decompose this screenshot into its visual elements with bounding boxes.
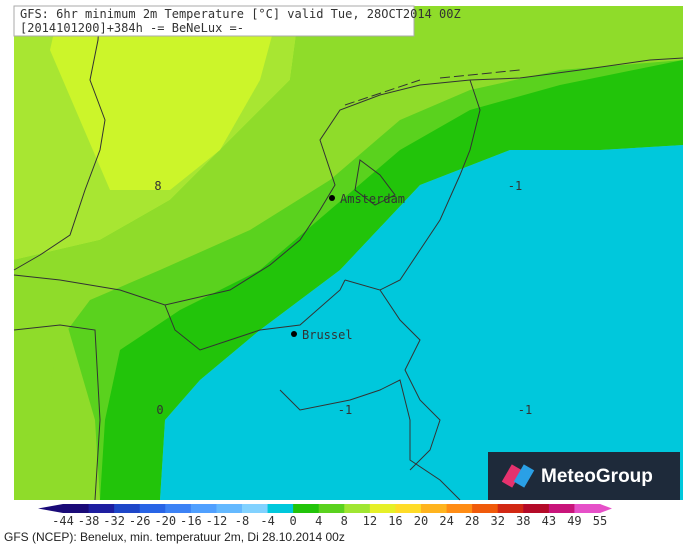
title: GFS: 6hr minimum 2m Temperature [°C] val…	[20, 7, 461, 21]
colorbar-label: 12	[363, 514, 377, 528]
colorbar-segment	[472, 504, 499, 513]
colorbar-segment	[369, 504, 396, 513]
colorbar-label: 0	[290, 514, 297, 528]
contour-label: -1	[338, 403, 352, 417]
colorbar-label: 49	[567, 514, 581, 528]
colorbar-label: 43	[542, 514, 556, 528]
border	[279, 379, 461, 501]
border	[379, 79, 481, 291]
colorbar-segment	[523, 504, 550, 513]
coastline	[13, 57, 684, 306]
contour-label: 0	[156, 403, 163, 417]
colorbar-segment	[344, 504, 371, 513]
colorbar-segment	[114, 504, 141, 513]
colorbar-label: -44	[52, 514, 74, 528]
colorbar-segment	[446, 504, 473, 513]
logo-icon	[513, 464, 535, 488]
logo-icon	[501, 464, 523, 488]
coastline	[13, 324, 101, 501]
colorbar-label: 55	[593, 514, 607, 528]
colorbar-label: -26	[129, 514, 151, 528]
colorbar-segment	[267, 504, 294, 513]
logo-text: MeteoGroup	[541, 466, 653, 487]
colorbar-end	[38, 504, 63, 513]
band-minus	[160, 145, 683, 500]
colorbar: -44 -38 -32 -26 -20 -16 -12 -8 -4 0 4 8 12 16 20 24 28 32…	[38, 504, 612, 528]
colorbar-segment	[216, 504, 243, 513]
border	[344, 279, 441, 471]
colorbar-label: 32	[490, 514, 504, 528]
colorbar-label: -20	[154, 514, 176, 528]
colorbar-segment	[395, 504, 422, 513]
colorbar-segment	[574, 504, 601, 513]
colorbar-segment	[165, 504, 192, 513]
colorbar-segment	[63, 504, 90, 513]
lake	[354, 159, 396, 206]
colorbar-label: -12	[206, 514, 228, 528]
band-12	[50, 6, 280, 190]
colorbar-segment	[190, 504, 217, 513]
colorbar-label: 24	[439, 514, 453, 528]
colorbar-label: 16	[388, 514, 402, 528]
border	[164, 279, 346, 351]
colorbar-end	[600, 504, 612, 513]
colorbar-segment	[293, 504, 320, 513]
colorbar-label: -8	[235, 514, 249, 528]
colorbar-label: -38	[78, 514, 100, 528]
city-label: Amsterdam	[340, 192, 405, 206]
colorbar-label: -4	[260, 514, 274, 528]
subtitle: [2014101200]+384h -= BeNeLux =-	[20, 21, 244, 35]
city-dot	[329, 195, 335, 201]
islands	[344, 69, 521, 106]
colorbar-label: 28	[465, 514, 479, 528]
contour-label: -1	[508, 179, 522, 193]
colorbar-segment	[318, 504, 345, 513]
colorbar-segment	[497, 504, 524, 513]
colorbar-label: -32	[103, 514, 125, 528]
colorbar-segment	[242, 504, 269, 513]
colorbar-label: 20	[414, 514, 428, 528]
contour-label: -1	[518, 403, 532, 417]
title-box	[13, 5, 415, 37]
colorbar-label: 38	[516, 514, 530, 528]
contour-label: 8	[154, 179, 161, 193]
coastline	[13, 5, 106, 271]
colorbar-segment	[139, 504, 166, 513]
band-8	[14, 6, 683, 440]
city-label: Brussel	[302, 328, 353, 342]
city-dot	[291, 331, 297, 337]
colorbar-segment	[421, 504, 448, 513]
colorbar-label: 4	[315, 514, 322, 528]
band-0	[100, 60, 683, 500]
colorbar-label: 8	[341, 514, 348, 528]
colorbar-segment	[88, 504, 115, 513]
footer-caption: GFS (NCEP): Benelux, min. temperatuur 2m…	[4, 530, 345, 544]
colorbar-segment	[548, 504, 575, 513]
colorbar-label: -16	[180, 514, 202, 528]
